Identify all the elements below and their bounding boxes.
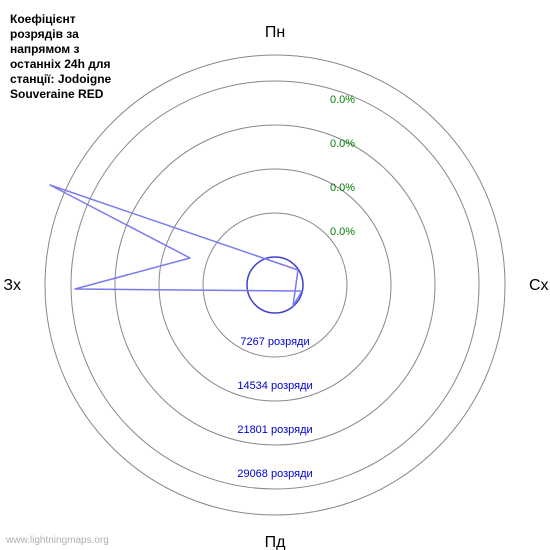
chart-title: Коефіцієнт розрядів за напрямом з останн…	[10, 12, 130, 102]
grid-ring	[159, 169, 391, 401]
footer-credit: www.lightningmaps.org	[6, 535, 109, 546]
ring-label-pct: 0.0%	[330, 94, 355, 106]
compass-w: Зх	[3, 277, 21, 294]
ring-label-pct: 0.0%	[330, 226, 355, 238]
ring-label-pct: 0.0%	[330, 182, 355, 194]
compass-n: Пн	[265, 24, 285, 41]
ring-label-count: 29068 розряди	[237, 468, 312, 480]
compass-s: Пд	[265, 534, 287, 550]
ring-label-count: 7267 розряди	[240, 336, 309, 348]
ring-label-pct: 0.0%	[330, 138, 355, 150]
grid-ring	[45, 55, 505, 515]
ring-label-count: 14534 розряди	[237, 380, 312, 392]
ring-label-count: 21801 розряди	[237, 424, 312, 436]
compass-e: Сх	[529, 277, 549, 294]
grid-ring	[115, 125, 435, 445]
